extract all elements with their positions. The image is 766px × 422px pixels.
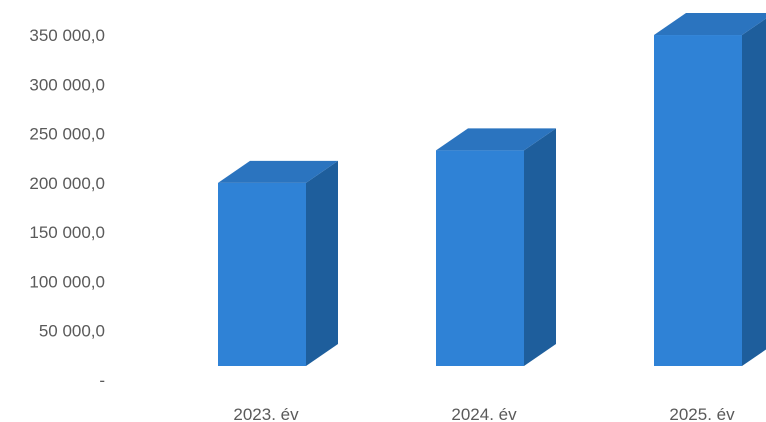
y-tick-label: 250 000,0 bbox=[29, 125, 105, 144]
y-axis: - 50 000,0 100 000,0 150 000,0 200 000,0 250 … bbox=[29, 26, 105, 390]
y-tick-label: 200 000,0 bbox=[29, 174, 105, 193]
x-tick-label: 2023. év bbox=[233, 405, 299, 422]
bar-front bbox=[654, 35, 742, 367]
y-tick-label: - bbox=[99, 371, 105, 390]
bars bbox=[218, 13, 766, 367]
x-tick-label: 2025. év bbox=[669, 405, 735, 422]
y-tick-label: 50 000,0 bbox=[39, 322, 105, 341]
x-axis: 2023. év 2024. év 2025. év bbox=[233, 405, 735, 422]
y-tick-label: 350 000,0 bbox=[29, 26, 105, 45]
bar-side bbox=[524, 128, 556, 366]
bar-front bbox=[218, 182, 306, 366]
bar bbox=[218, 160, 338, 366]
bar bbox=[654, 13, 766, 367]
bar-top bbox=[654, 13, 766, 36]
y-tick-label: 300 000,0 bbox=[29, 75, 105, 94]
y-tick-label: 150 000,0 bbox=[29, 223, 105, 242]
bar-side bbox=[742, 18, 766, 366]
bar-top bbox=[436, 128, 556, 151]
bar-top bbox=[218, 160, 338, 183]
bar-side bbox=[306, 160, 338, 366]
bar-front bbox=[436, 150, 524, 366]
y-tick-label: 100 000,0 bbox=[29, 272, 105, 291]
x-tick-label: 2024. év bbox=[451, 405, 517, 422]
bar bbox=[436, 128, 556, 366]
